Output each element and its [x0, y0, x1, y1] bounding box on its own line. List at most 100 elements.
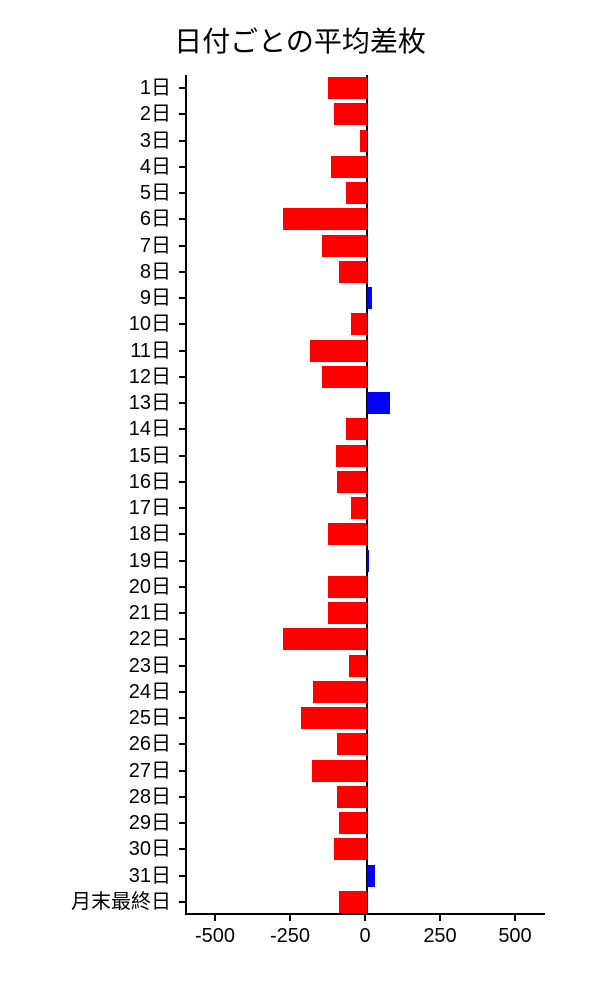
y-label: 10日 — [129, 311, 171, 337]
y-label: 3日 — [140, 128, 171, 154]
bar — [334, 103, 367, 125]
y-label: 2日 — [140, 101, 171, 127]
bar — [337, 471, 367, 493]
y-label: 11日 — [130, 338, 171, 364]
bar — [346, 182, 367, 204]
bars-container — [187, 75, 545, 913]
x-tick — [214, 915, 216, 921]
bar-row — [187, 233, 545, 259]
bar — [339, 812, 368, 834]
bar — [283, 628, 367, 650]
x-label: 0 — [359, 925, 370, 948]
y-label: 19日 — [129, 548, 171, 574]
bar-row — [187, 548, 545, 574]
y-label: 26日 — [129, 731, 171, 757]
bar-row — [187, 495, 545, 521]
bar-row — [187, 259, 545, 285]
y-label: 13日 — [129, 390, 171, 416]
bar — [322, 366, 367, 388]
y-axis-labels: 1日2日3日4日5日6日7日8日9日10日11日12日13日14日15日16日1… — [0, 75, 183, 915]
bar — [301, 707, 367, 729]
bar — [334, 838, 367, 860]
bar — [351, 497, 368, 519]
y-label: 24日 — [129, 679, 171, 705]
y-label: 27日 — [129, 758, 171, 784]
y-label: 8日 — [140, 259, 171, 285]
x-label: -250 — [270, 925, 310, 948]
y-label: 14日 — [129, 416, 171, 442]
bar-row — [187, 889, 545, 915]
bar-row — [187, 101, 545, 127]
bar — [346, 418, 367, 440]
bar-row — [187, 784, 545, 810]
bar — [339, 891, 368, 913]
y-label: 18日 — [129, 521, 171, 547]
bar-row — [187, 574, 545, 600]
y-label: 30日 — [129, 836, 171, 862]
x-tick — [289, 915, 291, 921]
bar-row — [187, 836, 545, 862]
bar — [322, 235, 367, 257]
x-tick — [364, 915, 366, 921]
bar-row — [187, 863, 545, 889]
bar-row — [187, 285, 545, 311]
x-tick — [514, 915, 516, 921]
y-label: 25日 — [129, 705, 171, 731]
bar-row — [187, 443, 545, 469]
x-label: -500 — [195, 925, 235, 948]
bar — [367, 392, 390, 414]
bar-row — [187, 154, 545, 180]
bar-row — [187, 679, 545, 705]
bar — [337, 733, 367, 755]
bar-row — [187, 758, 545, 784]
y-label: 16日 — [129, 469, 171, 495]
bar-row — [187, 731, 545, 757]
bar-row — [187, 338, 545, 364]
bar-row — [187, 128, 545, 154]
bar — [313, 681, 367, 703]
y-label: 21日 — [129, 600, 171, 626]
bar-row — [187, 311, 545, 337]
bar — [283, 208, 367, 230]
y-label: 22日 — [129, 626, 171, 652]
plot-area — [185, 75, 545, 915]
bar-row — [187, 810, 545, 836]
y-label: 28日 — [129, 784, 171, 810]
x-axis-labels: -500 -250 0 250 500 — [185, 925, 545, 965]
y-label: 6日 — [140, 206, 171, 232]
y-label: 17日 — [129, 495, 171, 521]
x-tick — [439, 915, 441, 921]
bar-row — [187, 521, 545, 547]
y-label: 20日 — [129, 574, 171, 600]
bar — [336, 445, 368, 467]
bar — [328, 77, 367, 99]
bar — [310, 340, 367, 362]
y-label: 12日 — [129, 364, 171, 390]
y-label: 1日 — [140, 75, 171, 101]
bar — [367, 287, 372, 309]
y-label: 5日 — [140, 180, 171, 206]
y-label: 7日 — [140, 233, 171, 259]
x-label: 500 — [498, 925, 531, 948]
bar — [349, 655, 367, 677]
y-label: 31日 — [129, 863, 171, 889]
chart-title: 日付ごとの平均差枚 — [0, 20, 600, 60]
bar — [367, 865, 375, 887]
y-label: 29日 — [129, 810, 171, 836]
x-label: 250 — [423, 925, 456, 948]
bar-row — [187, 75, 545, 101]
y-label: 15日 — [129, 443, 171, 469]
bar-row — [187, 416, 545, 442]
bar — [328, 602, 367, 624]
bar — [312, 760, 368, 782]
y-label: 23日 — [129, 653, 171, 679]
bar-row — [187, 600, 545, 626]
bar — [328, 576, 367, 598]
bar — [337, 786, 367, 808]
bar-row — [187, 364, 545, 390]
bar — [328, 523, 367, 545]
bar-row — [187, 653, 545, 679]
bar — [331, 156, 367, 178]
bar-row — [187, 469, 545, 495]
bar-row — [187, 206, 545, 232]
